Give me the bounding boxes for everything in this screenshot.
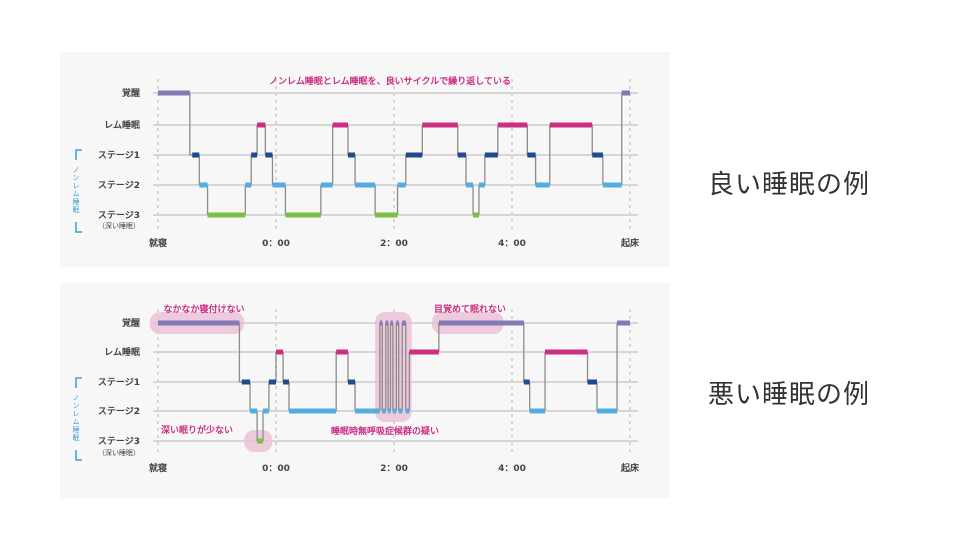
nonrem-bracket-bottom: [75, 222, 82, 233]
x-tick-label-3: 4：00: [498, 464, 526, 474]
annotation-0: ノンレム睡眠とレム睡眠を、良いサイクルで繰り返している: [269, 75, 511, 87]
y-label-4: ステージ3: [98, 210, 140, 221]
x-tick-label-0: 就寝: [149, 462, 167, 474]
nonrem-bracket-label: ノンレム睡眠: [72, 166, 80, 214]
good-sleep-chart-panel: [60, 52, 670, 267]
y-label-2: ステージ1: [98, 377, 140, 388]
nonrem-bracket-top: [75, 149, 82, 160]
caption-bad-sleep: 悪い睡眠の例: [708, 380, 871, 410]
x-tick-label-1: 0：00: [262, 239, 290, 249]
nonrem-bracket-label: ノンレム睡眠: [72, 394, 80, 442]
x-tick-label-2: 2：00: [380, 239, 408, 249]
annotation-3: 睡眠時無呼吸症候群の疑い: [331, 425, 439, 437]
y-label-1: レム睡眠: [104, 119, 140, 131]
y-label-0: 覚醒: [122, 87, 140, 99]
nonrem-bracket-bottom: [75, 450, 82, 461]
caption-good-sleep: 良い睡眠の例: [708, 170, 871, 200]
x-tick-label-1: 0：00: [262, 464, 290, 474]
annotation-0: なかなか寝付けない: [163, 303, 244, 315]
x-tick-label-3: 4：00: [498, 239, 526, 249]
y-label-1: レム睡眠: [104, 346, 140, 358]
nonrem-bracket-top: [75, 377, 82, 388]
y-label-3: ステージ2: [98, 180, 140, 191]
x-tick-label-4: 起床: [620, 462, 640, 474]
y-sublabel-deep-sleep: （深い睡眠）: [98, 448, 140, 457]
y-label-4: ステージ3: [98, 436, 140, 447]
y-sublabel-deep-sleep: （深い睡眠）: [98, 221, 140, 230]
annotation-2: 深い眠りが少ない: [161, 424, 233, 436]
x-tick-label-0: 就寝: [149, 237, 167, 249]
annotation-1: 目覚めて眠れない: [434, 303, 506, 315]
y-label-3: ステージ2: [98, 406, 140, 417]
x-tick-label-2: 2：00: [380, 464, 408, 474]
y-label-0: 覚醒: [122, 317, 140, 329]
y-label-2: ステージ1: [98, 150, 140, 161]
x-tick-label-4: 起床: [620, 237, 640, 249]
